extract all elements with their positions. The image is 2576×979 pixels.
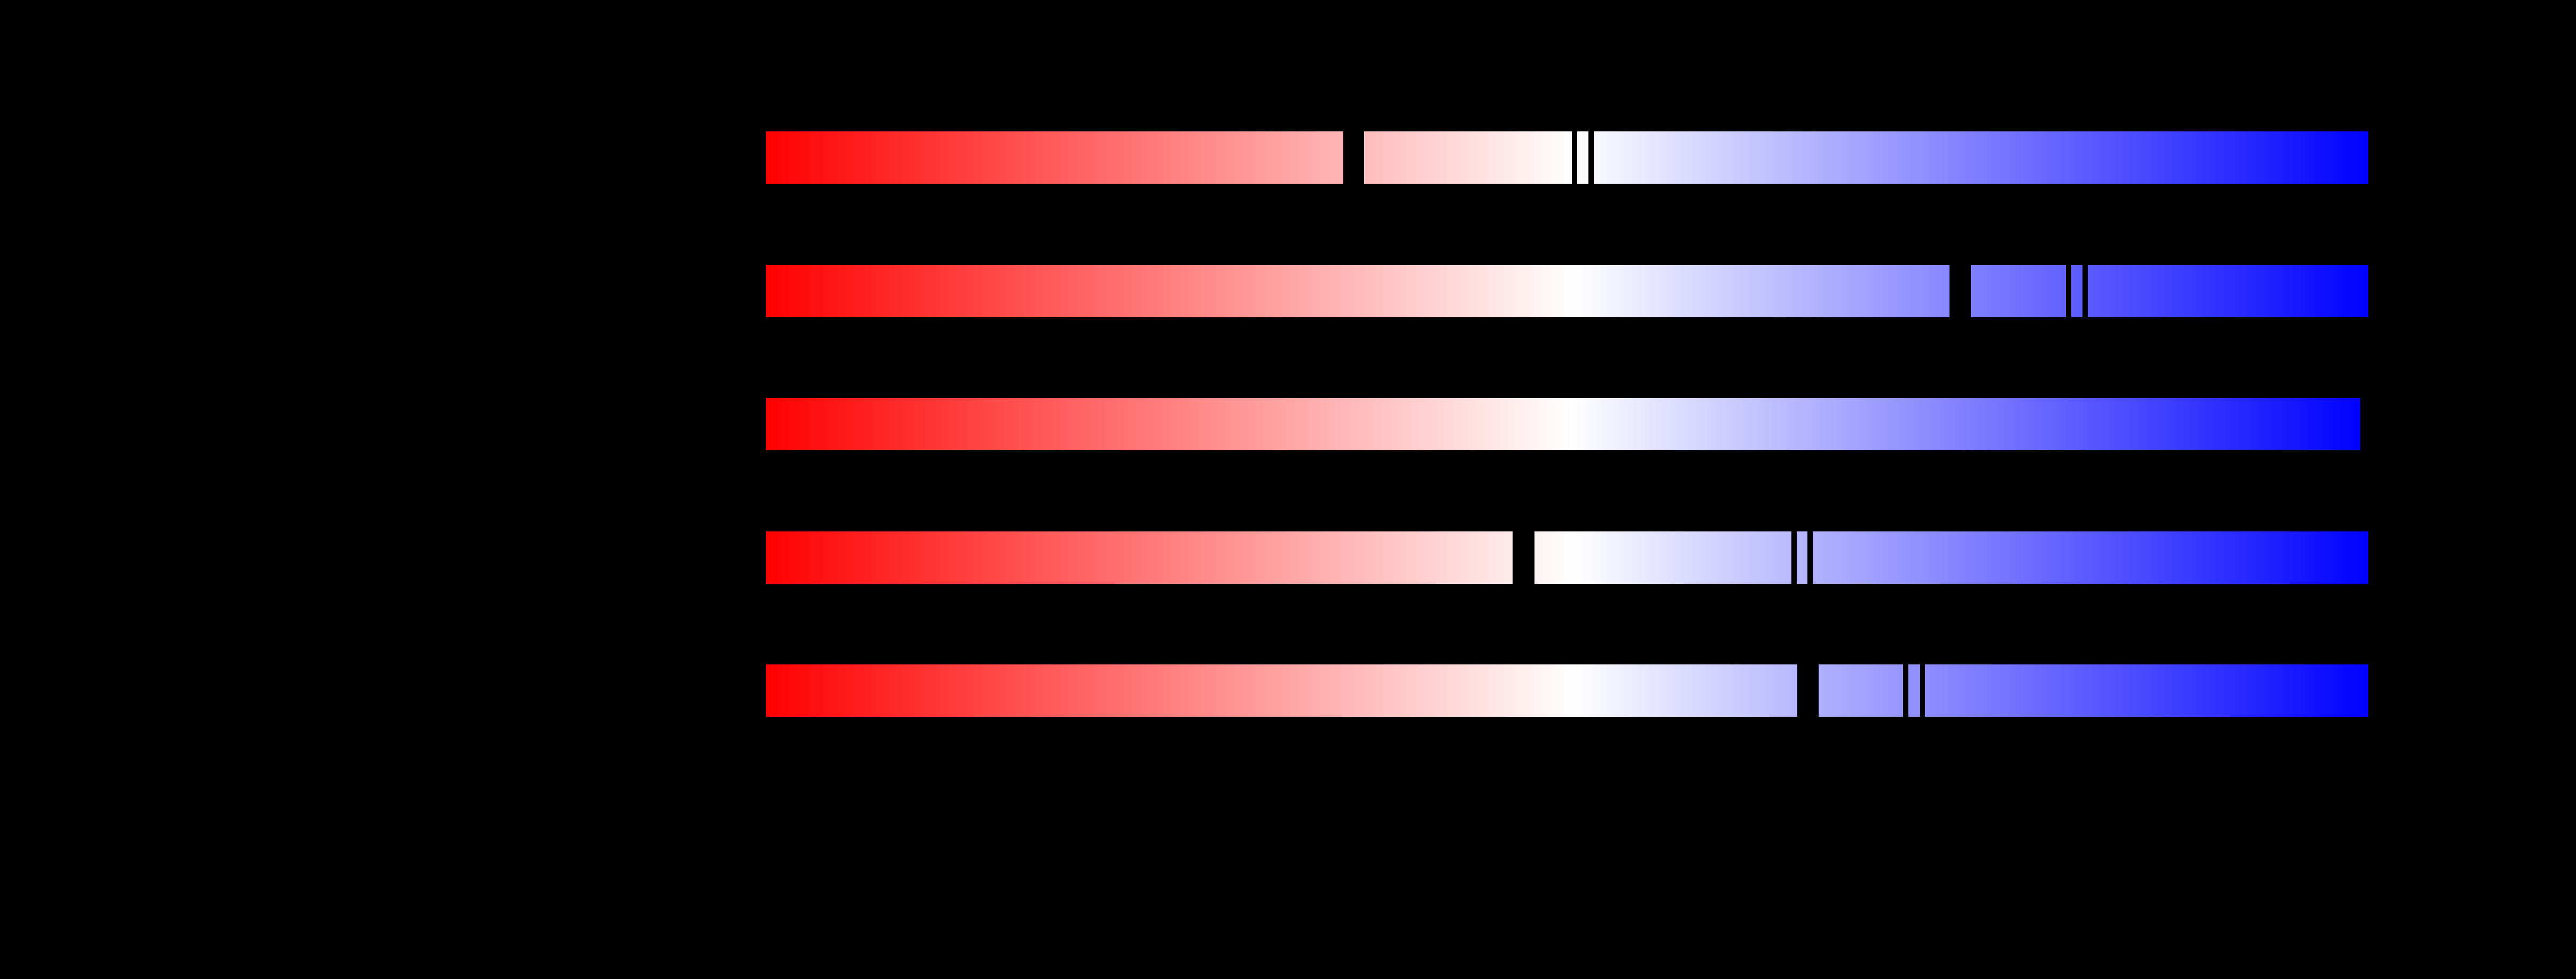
thick-marker-line	[1343, 131, 1364, 184]
thick-marker-line	[1949, 265, 1971, 317]
color-strip-row-1	[766, 131, 2368, 184]
thin-marker-line	[1791, 531, 1797, 584]
color-strip-row-3	[766, 398, 2360, 450]
thin-marker-line	[1903, 664, 1908, 717]
thin-marker-line	[1920, 664, 1925, 717]
thick-marker-line	[1797, 664, 1819, 717]
color-strip-row-5	[766, 664, 2368, 717]
thin-marker-line	[1807, 531, 1813, 584]
thin-marker-line	[2082, 265, 2088, 317]
thin-marker-line	[1588, 131, 1594, 184]
thin-marker-line	[1572, 131, 1577, 184]
color-strip-row-4	[766, 531, 2368, 584]
thick-marker-line	[1513, 531, 1534, 584]
color-strip-row-2	[766, 265, 2368, 317]
thin-marker-line	[2066, 265, 2071, 317]
